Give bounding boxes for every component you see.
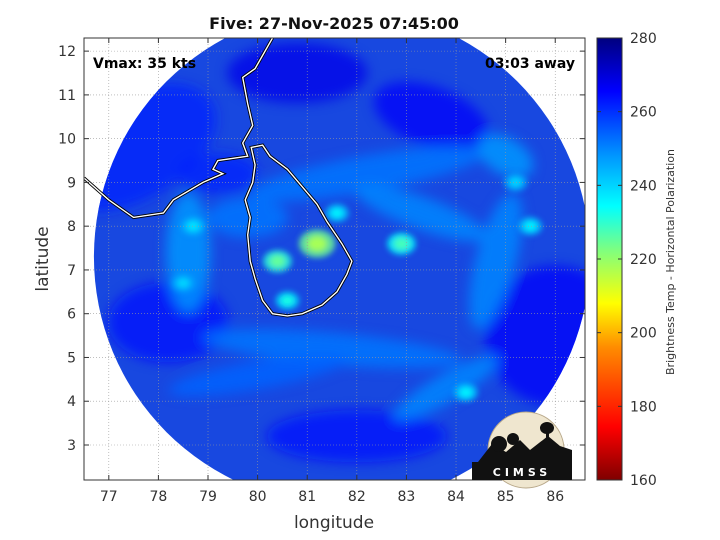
time-offset-annotation: 03:03 away <box>485 56 575 72</box>
warm-feature <box>307 235 327 252</box>
rain-band <box>478 134 534 178</box>
rain-band <box>248 146 485 202</box>
cold-region <box>108 282 229 363</box>
colorbar: 160 180 200 220 240 260 280 Brightness Temp - … <box>596 31 677 489</box>
coastline <box>84 38 354 318</box>
warm-feature <box>393 237 410 250</box>
warm-feature <box>269 255 286 268</box>
warm-feature <box>330 208 344 218</box>
plot-border <box>83 37 586 481</box>
sri-lanka-coastline-inner <box>244 144 353 317</box>
x-tick-label: 82 <box>348 489 366 505</box>
rain-band <box>207 197 288 238</box>
rain-band <box>393 355 499 421</box>
x-tick-label: 81 <box>298 489 316 505</box>
y-tick-label: 8 <box>67 219 76 235</box>
y-tick-label: 11 <box>58 88 76 104</box>
colorbar-tick-label: 260 <box>630 105 657 121</box>
y-tick-label: 5 <box>67 350 76 366</box>
colorbar-ticks: 160 180 200 220 240 260 280 <box>597 31 657 489</box>
y-tick-label: 6 <box>67 307 76 323</box>
cold-region <box>93 83 216 212</box>
rain-band <box>166 192 211 313</box>
microwave-swath <box>93 38 585 480</box>
x-tick-label: 77 <box>100 489 118 505</box>
y-tick-label: 4 <box>67 394 76 410</box>
rain-band <box>355 184 488 242</box>
colorbar-tick-label: 200 <box>630 326 657 342</box>
y-axis-label: latitude <box>33 226 53 291</box>
y-tick-label: 3 <box>67 438 76 454</box>
chart-title: Five: 27-Nov-2025 07:45:00 <box>209 14 459 33</box>
cimss-logo-text: CIMSS <box>493 466 551 479</box>
cimss-logo: CIMSS <box>472 411 572 489</box>
y-tick-label: 9 <box>67 175 76 191</box>
x-axis-ticks: 77 78 79 80 81 82 83 84 85 86 <box>100 38 564 505</box>
y-axis-ticks: 3 4 5 6 7 8 9 10 11 12 <box>58 44 585 454</box>
y-tick-label: 10 <box>58 132 76 148</box>
x-tick-label: 83 <box>398 489 416 505</box>
colorbar-tick-label: 220 <box>630 252 657 268</box>
y-tick-label: 7 <box>67 263 76 279</box>
x-axis-label: longitude <box>294 513 374 533</box>
warm-feature <box>186 221 200 232</box>
warm-feature <box>459 387 473 398</box>
colorbar-tick-label: 180 <box>630 399 657 415</box>
cold-region <box>266 410 447 463</box>
x-tick-label: 78 <box>149 489 167 505</box>
y-tick-label: 12 <box>58 44 76 60</box>
rain-band <box>469 193 523 330</box>
colorbar-tick-label: 240 <box>630 178 657 194</box>
warm-feature <box>176 278 190 289</box>
x-tick-label: 85 <box>497 489 515 505</box>
rain-band <box>202 329 462 369</box>
x-tick-label: 84 <box>447 489 465 505</box>
x-tick-label: 86 <box>546 489 564 505</box>
india-coastline-inner <box>84 38 274 219</box>
colorbar-label: Brightness Temp - Horizontal Polarizatio… <box>664 149 677 375</box>
x-tick-label: 79 <box>199 489 217 505</box>
cold-region <box>373 81 489 152</box>
warm-feature <box>524 221 537 232</box>
x-tick-label: 80 <box>249 489 267 505</box>
colorbar-tick-label: 160 <box>630 473 657 489</box>
colorbar-tick-label: 280 <box>630 31 657 47</box>
warm-feature <box>281 295 294 306</box>
vmax-annotation: Vmax: 35 kts <box>93 56 196 72</box>
warm-feature <box>509 177 522 188</box>
